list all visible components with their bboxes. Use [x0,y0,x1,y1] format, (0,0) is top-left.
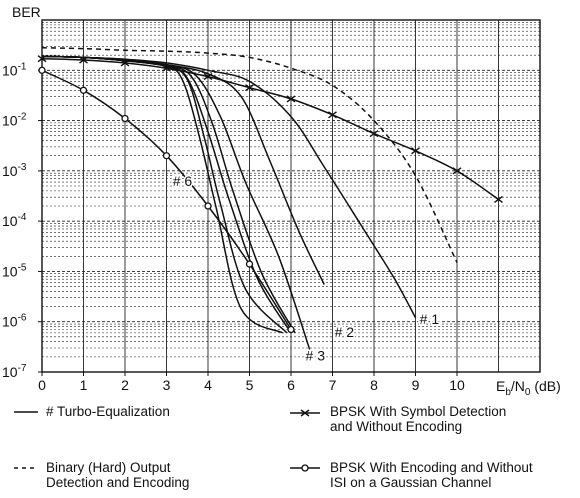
x-tick-label: 2 [121,377,129,393]
data-point-circle [162,152,171,160]
curve-annotation: # 1 [420,311,440,327]
y-tick-base: 10 [2,113,18,129]
x-tick-label: 10 [449,377,465,393]
data-point-cross [37,55,47,63]
curve-annotation: # 3 [306,347,326,363]
series-line-8 [41,47,458,263]
x-axis-label-sub-0: 0 [525,387,531,398]
series-line-7 [41,55,417,319]
y-tick-exponent: -2 [18,112,27,123]
legend-hard-swatch [14,467,38,469]
y-tick-base: 10 [2,263,18,279]
curve-annotation: # 2 [335,324,355,340]
y-tick-exponent: -1 [18,61,27,72]
x-tick-label: 5 [246,377,254,393]
y-tick-base: 10 [2,62,18,78]
grid-layer [41,20,541,373]
data-point-cross [452,167,462,175]
data-point-cross [494,195,503,204]
y-tick-label: 10-3 [2,162,27,179]
y-tick-label: 10-5 [2,262,27,279]
x-tick-label: 0 [38,377,46,393]
x-axis-label-sub-b: b [505,387,511,398]
data-point-cross [79,56,88,64]
data-point-cross [120,59,130,67]
y-tick-label: 10-6 [2,313,27,330]
x-tick-label: 1 [80,377,88,393]
x-axis-label-unit: (dB) [530,378,560,394]
data-point-cross [286,95,296,103]
data-point-cross [245,84,254,92]
legend-bpsk-symbol-label: BPSK With Symbol Detection and Without E… [330,404,507,434]
y-tick-exponent: -7 [18,363,27,374]
x-axis-label-n: /N [511,378,525,394]
legend-turbo-label: # Turbo-Equalization [46,404,170,419]
x-axis-label-e: E [496,378,505,394]
x-tick-label: 4 [204,377,212,393]
series-line-5 [41,55,311,350]
annotation-layer: # 1 # 2 # 3 # 6 [171,171,441,364]
data-point-circle [245,260,254,268]
x-tick-label: 8 [370,377,378,393]
x-tick-label: 6 [287,377,295,393]
series-line-9 [41,57,499,201]
y-tick-label: 10-2 [2,112,27,129]
y-tick-base: 10 [2,314,18,330]
data-point-cross [369,130,379,138]
y-tick-exponent: -5 [18,262,27,273]
data-point-circle [204,202,212,210]
series-layer [37,47,503,350]
y-tick-label: 10-7 [2,363,27,380]
y-tick-base: 10 [2,364,18,380]
y-tick-label: 10-1 [2,61,27,78]
legend-hard-label: Binary (Hard) Output Detection and Encod… [46,460,190,490]
legend-bpsk-symbol-swatch [290,409,320,417]
data-point-cross [203,73,213,81]
y-tick-base: 10 [2,163,18,179]
legend: # Turbo-Equalization Binary (Hard) Outpu… [0,400,580,498]
y-tick-exponent: -3 [18,162,27,173]
data-point-circle [79,86,88,94]
data-point-circle [38,66,46,74]
y-tick-exponent: -6 [18,313,27,324]
legend-bpsk-gauss-swatch [290,464,320,472]
legend-bpsk-gauss-label: BPSK With Encoding and Without ISI on a … [330,460,533,490]
x-tick-label: 9 [412,377,420,393]
data-point-cross [328,111,337,119]
x-tick-label: 3 [163,377,171,393]
data-point-cross [162,64,171,72]
x-tick-label: 7 [329,377,337,393]
legend-turbo-swatch [14,411,38,413]
y-tick-base: 10 [2,213,18,229]
x-axis-label: Eb/N0 (dB) [496,378,561,398]
y-tick-label: 10-4 [2,212,27,229]
curve-annotation: # 6 [173,173,193,189]
y-axis-label: BER [12,4,41,20]
y-tick-exponent: -4 [18,212,27,223]
data-point-circle [287,325,295,334]
data-point-circle [121,114,129,123]
data-point-cross [411,147,420,155]
